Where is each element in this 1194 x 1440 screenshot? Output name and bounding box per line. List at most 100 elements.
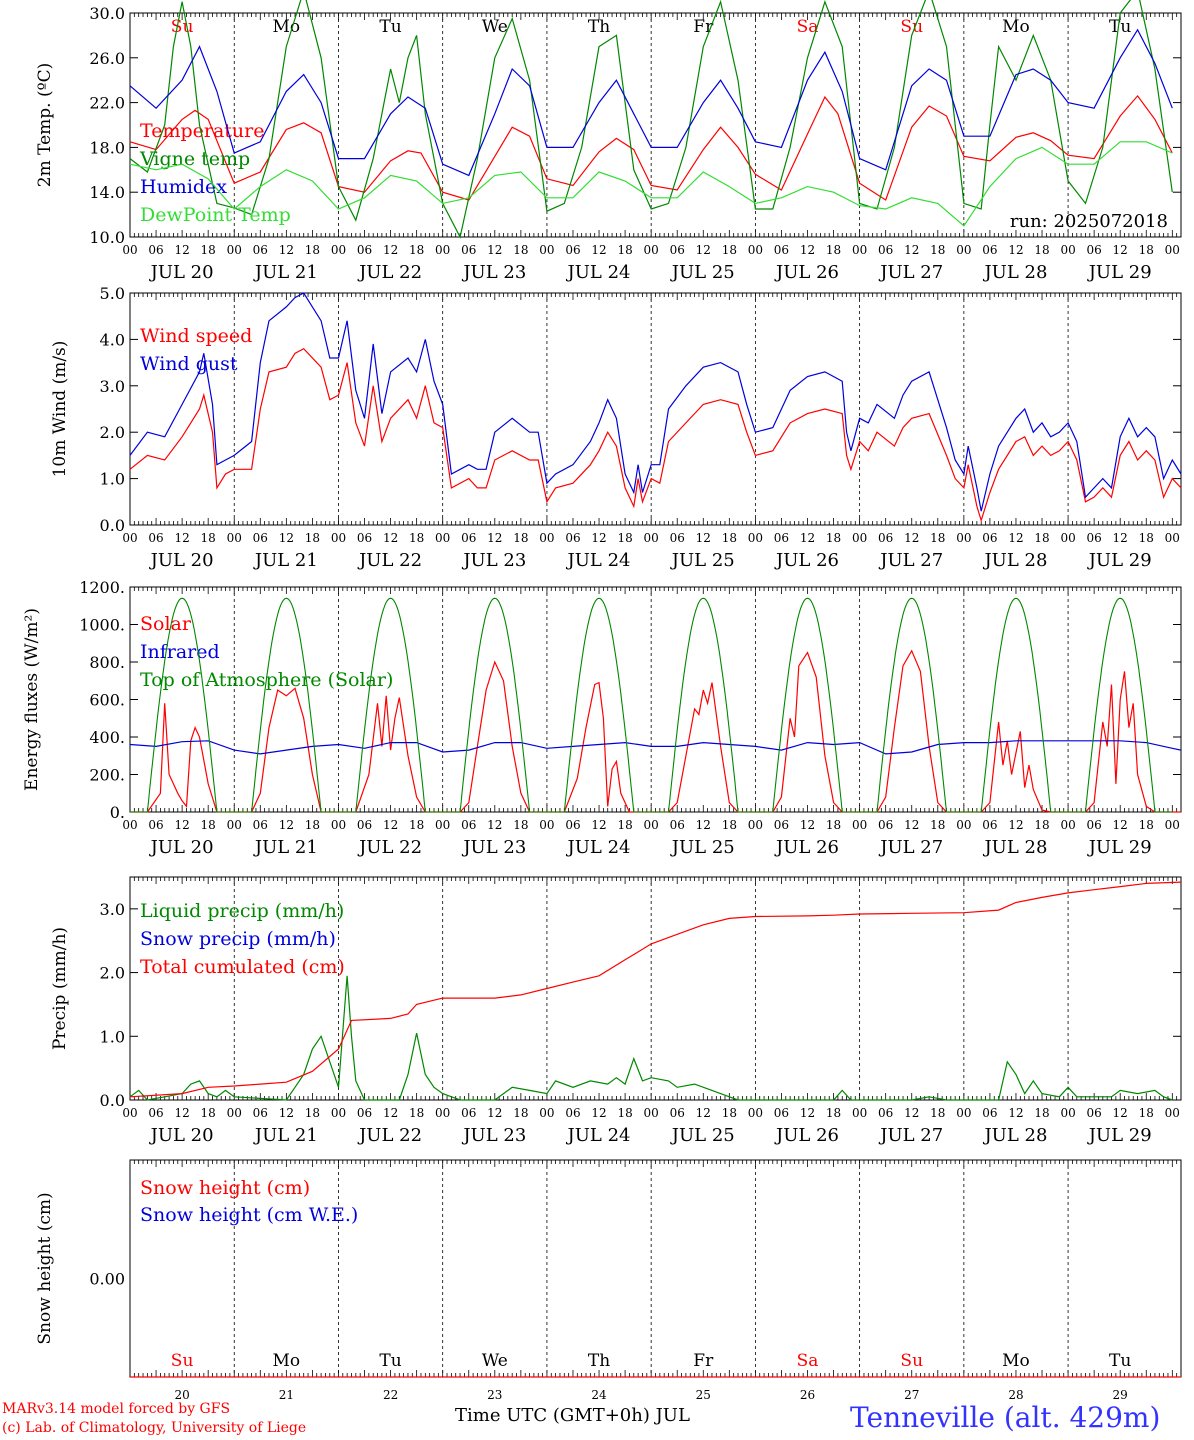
x-hour-label: 12 bbox=[383, 243, 398, 257]
x-hour-label: 12 bbox=[904, 1106, 919, 1120]
y-tick-label: 2.0 bbox=[100, 423, 125, 442]
series-total-cumulated-cm-line bbox=[129, 881, 1182, 1098]
x-hour-label: 12 bbox=[1008, 531, 1023, 545]
x-hour-label: 00 bbox=[1165, 531, 1180, 545]
legend-series-snow-height-cm-w-e: Snow height (cm W.E.) bbox=[140, 1204, 358, 1226]
x-hour-label: 00 bbox=[122, 531, 137, 545]
x-hour-label: 06 bbox=[878, 243, 893, 257]
x-hour-label: 06 bbox=[253, 243, 268, 257]
x-date-label: JUL 27 bbox=[878, 550, 943, 571]
day-name-label: Tu bbox=[379, 17, 401, 37]
x-hour-label: 06 bbox=[461, 1106, 476, 1120]
legend-series-wind-speed: Wind speed bbox=[140, 325, 252, 347]
series-solar-day-line bbox=[130, 703, 235, 813]
x-hour-label: 00 bbox=[852, 1106, 867, 1120]
x-hour-label: 18 bbox=[305, 531, 320, 545]
x-hour-label: 12 bbox=[279, 1106, 294, 1120]
x-hour-label: 12 bbox=[383, 531, 398, 545]
x-hour-label: 18 bbox=[409, 531, 424, 545]
x-hour-label: 12 bbox=[1113, 818, 1128, 832]
series-wind-speed-line bbox=[129, 347, 1182, 523]
x-hour-label: 06 bbox=[461, 531, 476, 545]
x-hour-label: 00 bbox=[956, 531, 971, 545]
x-date-label: JUL 28 bbox=[982, 837, 1047, 858]
x-date-label: JUL 26 bbox=[774, 262, 839, 283]
series-vigne-temp-line bbox=[129, 0, 1173, 239]
x-date-label: JUL 29 bbox=[1087, 837, 1152, 858]
x-date-label: JUL 28 bbox=[982, 550, 1047, 571]
series-top-of-atmosphere-solar-day-line bbox=[651, 597, 756, 813]
x-hour-label: 06 bbox=[565, 1106, 580, 1120]
legend-series-infrared: Infrared bbox=[140, 641, 220, 663]
x-date-label: JUL 21 bbox=[253, 262, 318, 283]
x-hour-label: 06 bbox=[357, 818, 372, 832]
day-name-label: Fr bbox=[693, 1351, 714, 1371]
x-hour-label: 06 bbox=[774, 1106, 789, 1120]
x-hour-label: 06 bbox=[148, 1106, 163, 1120]
x-date-label: JUL 26 bbox=[774, 550, 839, 571]
x-hour-label: 18 bbox=[1139, 531, 1154, 545]
x-date-label: JUL 20 bbox=[149, 1125, 214, 1146]
x-hour-label: 00 bbox=[435, 243, 450, 257]
x-hour-label: 12 bbox=[174, 1106, 189, 1120]
x-hour-label: 00 bbox=[435, 1106, 450, 1120]
x-hour-label: 00 bbox=[852, 243, 867, 257]
x-hour-label: 18 bbox=[826, 1106, 841, 1120]
series-top-of-atmosphere-solar-day-line bbox=[1068, 597, 1173, 813]
x-date-label: JUL 25 bbox=[670, 837, 735, 858]
x-date-label: JUL 24 bbox=[566, 550, 631, 571]
x-date-label: JUL 23 bbox=[461, 262, 526, 283]
x-hour-label: 00 bbox=[227, 818, 242, 832]
x-hour-label: 00 bbox=[956, 243, 971, 257]
x-hour-label: 18 bbox=[617, 1106, 632, 1120]
series-humidex-line bbox=[129, 28, 1173, 177]
x-hour-label: 18 bbox=[1034, 1106, 1049, 1120]
legend-series-snow-height-cm: Snow height (cm) bbox=[140, 1177, 310, 1199]
x-hour-label: 00 bbox=[1060, 243, 1075, 257]
x-hour-label: 18 bbox=[930, 1106, 945, 1120]
x-hour-label: 00 bbox=[122, 818, 137, 832]
x-date-label: JUL 25 bbox=[670, 550, 735, 571]
plot-frame bbox=[129, 292, 1182, 526]
legend-series-total-cumulated-cm: Total cumulated (cm) bbox=[140, 956, 345, 978]
x-hour-label: 18 bbox=[930, 243, 945, 257]
x-hour-label: 18 bbox=[1139, 1106, 1154, 1120]
x-hour-label: 00 bbox=[122, 243, 137, 257]
x-hour-label: 18 bbox=[305, 243, 320, 257]
x-hour-label: 06 bbox=[461, 818, 476, 832]
x-hour-label: 06 bbox=[148, 243, 163, 257]
x-hour-label: 06 bbox=[1086, 243, 1101, 257]
x-date-label: JUL 27 bbox=[878, 262, 943, 283]
series-solar-day-line bbox=[651, 682, 756, 813]
x-hour-label: 18 bbox=[201, 1106, 216, 1120]
day-name-label: Tu bbox=[1109, 17, 1131, 37]
x-hour-label: 12 bbox=[904, 531, 919, 545]
series-top-of-atmosphere-solar-day-line bbox=[234, 597, 339, 813]
credit-line-2: (c) Lab. of Climatology, University of L… bbox=[2, 1420, 307, 1436]
y-tick-label: 30.0 bbox=[89, 4, 125, 23]
x-hour-label: 12 bbox=[696, 531, 711, 545]
x-hour-label: 06 bbox=[565, 531, 580, 545]
x-hour-label: 18 bbox=[722, 1106, 737, 1120]
x-hour-label: 00 bbox=[331, 818, 346, 832]
legend-series-humidex: Humidex bbox=[140, 176, 227, 198]
series-dewpoint-temp-line bbox=[129, 141, 1173, 227]
legend-series-snow-precip-mm-h: Snow precip (mm/h) bbox=[140, 928, 336, 950]
x-hour-label: 12 bbox=[591, 818, 606, 832]
series-top-of-atmosphere-solar-day-line bbox=[859, 597, 964, 813]
y-tick-label: 1000. bbox=[79, 616, 125, 635]
x-hour-label: 12 bbox=[904, 818, 919, 832]
day-number-label: 23 bbox=[487, 1388, 502, 1402]
y-tick-label: 3.0 bbox=[100, 900, 125, 919]
legend-series-temperature: Temperature bbox=[140, 120, 264, 142]
x-hour-label: 12 bbox=[1113, 243, 1128, 257]
x-date-label: JUL 21 bbox=[253, 550, 318, 571]
x-date-label: JUL 20 bbox=[149, 837, 214, 858]
x-hour-label: 00 bbox=[1060, 1106, 1075, 1120]
y-tick-label: 1.0 bbox=[100, 1027, 125, 1046]
series-solar-day-line bbox=[859, 649, 964, 813]
series-top-of-atmosphere-solar-day-line bbox=[755, 597, 860, 813]
x-hour-label: 06 bbox=[670, 243, 685, 257]
x-hour-label: 18 bbox=[1034, 818, 1049, 832]
